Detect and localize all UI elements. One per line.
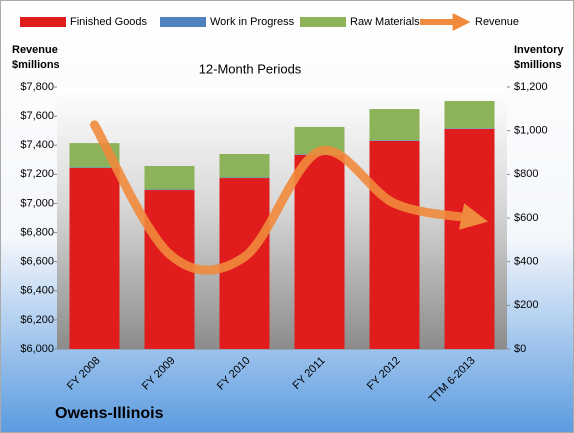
revenue-line <box>90 120 489 275</box>
bar-segment <box>144 189 195 191</box>
y2-tick-label: $600 <box>514 212 538 224</box>
y-axis-label: $millions <box>12 59 60 71</box>
bar-segment <box>294 154 345 349</box>
legend-label: Finished Goods <box>70 16 148 28</box>
bar-segment <box>219 177 270 179</box>
y-tick-label: $6,600 <box>20 256 54 268</box>
y-tick-label: $7,400 <box>20 139 54 151</box>
bar-segment <box>69 168 120 349</box>
y2-tick-label: $0 <box>514 343 526 355</box>
y-tick-label: $7,600 <box>20 110 54 122</box>
y2-tick-label: $1,200 <box>514 81 548 93</box>
bar-segment <box>444 100 495 129</box>
legend-label: Work in Progress <box>210 16 295 28</box>
bar-segment <box>69 167 120 169</box>
y-tick-label: $6,800 <box>20 226 54 238</box>
y-axis-label: Revenue <box>12 44 58 56</box>
bar-segment <box>444 128 495 349</box>
y2-axis-label: Inventory <box>514 44 564 56</box>
y-tick-label: $6,400 <box>20 285 54 297</box>
y-tick-label: $6,000 <box>20 343 54 355</box>
bar-segment <box>219 154 270 178</box>
bar-segment <box>444 128 495 129</box>
y-tick-label: $7,800 <box>20 81 54 93</box>
bar-segment <box>369 109 420 141</box>
legend-label: Revenue <box>475 16 519 28</box>
plot-area <box>57 87 507 349</box>
chart-title: 12-Month Periods <box>199 61 302 76</box>
legend-label: Raw Materials <box>350 16 420 28</box>
y2-tick-label: $800 <box>514 168 538 180</box>
y2-tick-label: $1,000 <box>514 125 548 137</box>
legend-swatch <box>20 17 66 27</box>
bar-segment <box>369 140 420 349</box>
footer: Owens-Illinois <box>55 405 164 422</box>
legend-swatch <box>160 17 206 27</box>
y2-axis-label: $millions <box>514 59 562 71</box>
bar-segment <box>369 140 420 141</box>
y2-tick-label: $200 <box>514 299 538 311</box>
bar-segment <box>144 166 195 190</box>
y-tick-label: $7,000 <box>20 197 54 209</box>
y-tick-label: $7,200 <box>20 168 54 180</box>
legend-swatch <box>300 17 346 27</box>
y-tick-label: $6,200 <box>20 314 54 326</box>
y2-tick-label: $400 <box>514 256 538 268</box>
